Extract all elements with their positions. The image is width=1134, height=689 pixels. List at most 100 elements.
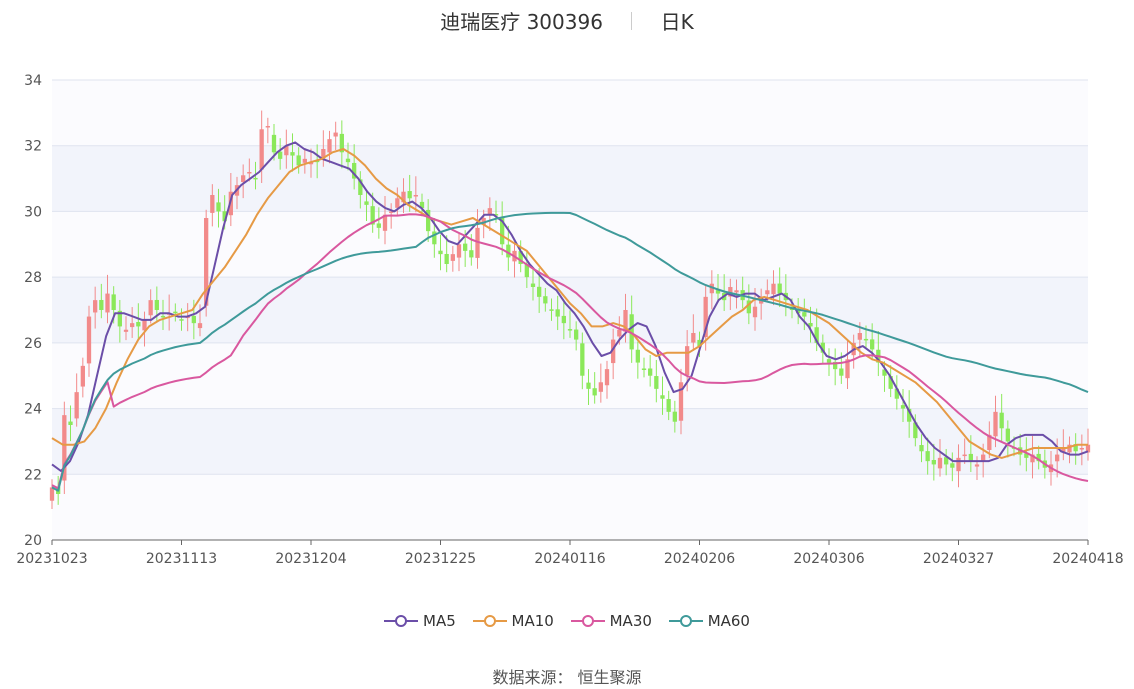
candle-body (278, 151, 283, 159)
candle-body (222, 211, 227, 222)
candle-body (648, 368, 653, 376)
candle-body (697, 339, 702, 347)
legend-ma10-label: MA10 (511, 612, 554, 630)
candle-body (111, 294, 116, 310)
candle-body (882, 369, 887, 376)
candle-body (204, 218, 209, 306)
candle-body (703, 296, 708, 338)
candle-body (839, 368, 844, 376)
candle-body (123, 329, 129, 332)
candle-body (1085, 444, 1091, 453)
grid-band (52, 408, 1088, 475)
legend-ma5-symbol (384, 615, 418, 627)
legend-ma60[interactable]: MA60 (668, 612, 750, 630)
candle-body (93, 300, 98, 313)
candle-body (937, 457, 943, 469)
candle-body (426, 209, 431, 232)
candle-body (493, 214, 499, 216)
candle-body (678, 382, 684, 421)
candle-body (308, 162, 314, 165)
candle-body (333, 132, 338, 137)
candle-body (894, 388, 899, 399)
legend-ma10[interactable]: MA10 (472, 612, 554, 630)
candle-body (136, 321, 141, 327)
candle-body (863, 338, 869, 341)
source-value: 恒生聚源 (577, 668, 642, 687)
candle-body (370, 206, 375, 225)
candle-body (456, 244, 462, 258)
x-tick-label: 20231204 (275, 551, 346, 567)
candle-body (826, 359, 832, 363)
candle-body (444, 253, 449, 264)
candle-body (327, 139, 332, 153)
y-tick-label: 22 (24, 467, 42, 483)
candle-body (450, 254, 455, 261)
candle-body (419, 201, 425, 209)
candle-body (925, 451, 930, 462)
candle-body (315, 160, 320, 163)
y-tick-label: 20 (24, 533, 42, 549)
candle-body (802, 312, 807, 317)
candle-body (382, 214, 388, 231)
legend-ma30[interactable]: MA30 (570, 612, 652, 630)
candle-body (241, 175, 246, 183)
candle-body (487, 208, 492, 215)
candle-body (1024, 453, 1029, 458)
candle-body (796, 308, 801, 314)
candle-body (777, 283, 782, 294)
x-tick-label: 20240206 (664, 551, 735, 567)
y-tick-label: 32 (24, 139, 42, 155)
chart-legend: MA5 MA10 MA30 MA60 (0, 612, 1134, 632)
legend-ma60-label: MA60 (707, 612, 750, 630)
candle-body (567, 329, 573, 331)
x-tick-label: 20231225 (405, 551, 476, 567)
candle-body (345, 158, 351, 163)
candle-body (999, 412, 1004, 429)
x-tick-label: 20240116 (534, 551, 605, 567)
candle-body (580, 343, 585, 376)
candle-body (604, 369, 610, 386)
candle-body (80, 365, 85, 387)
candle-body (561, 315, 566, 324)
legend-ma30-symbol (570, 615, 605, 627)
candle-body (500, 217, 505, 245)
candle-body (191, 315, 196, 324)
candle-body (463, 243, 468, 251)
candle-body (549, 309, 554, 311)
candle-body (993, 411, 998, 437)
candle-body (68, 421, 73, 425)
candle-body (709, 283, 714, 294)
candle-body (358, 179, 363, 195)
candle-body (808, 322, 813, 327)
candle-body (506, 244, 511, 258)
candle-body (481, 218, 486, 225)
period-label: 日K (660, 10, 694, 34)
data-source: 数据来源： 恒生聚源 (0, 664, 1134, 688)
y-tick-label: 28 (24, 270, 42, 286)
candle-body (1036, 453, 1041, 462)
grid-band (52, 145, 1088, 212)
x-tick-label: 20231023 (16, 551, 87, 567)
chart-title: 迪瑞医疗 300396 日K (0, 6, 1134, 35)
source-label: 数据来源： (492, 668, 573, 687)
candle-body (931, 459, 936, 465)
candle-body (130, 323, 135, 328)
ma5-line (51, 141, 1089, 472)
candle-body (598, 382, 603, 392)
candle-body (210, 195, 215, 213)
candle-body (401, 191, 406, 203)
ma10-line (51, 148, 1088, 459)
candle-body (950, 463, 955, 468)
legend-ma5[interactable]: MA5 (384, 612, 456, 630)
candlestick-chart: 20 22 24 26 28 30 32 34 20231023 20231113 20231204… (16, 73, 1123, 567)
candle-body (247, 172, 252, 174)
candle-body (987, 434, 992, 450)
candle-body (956, 457, 961, 472)
y-tick-label: 26 (24, 336, 42, 352)
candle-body (728, 287, 733, 297)
candle-body (900, 405, 906, 409)
candle-body (173, 311, 178, 314)
candle-body (592, 388, 597, 396)
candle-body (216, 202, 221, 212)
candle-body (771, 283, 776, 295)
